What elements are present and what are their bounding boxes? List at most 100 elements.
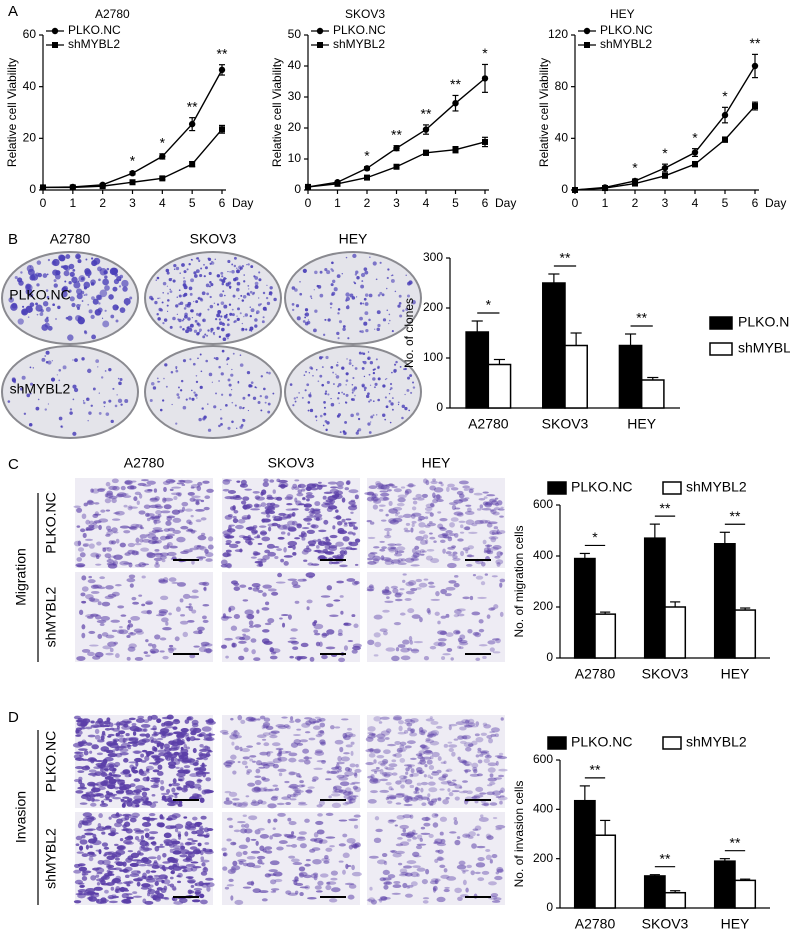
cell bbox=[380, 762, 386, 767]
cell bbox=[144, 900, 154, 905]
cell bbox=[128, 574, 136, 579]
cell bbox=[173, 731, 183, 735]
colony bbox=[45, 306, 51, 312]
cell bbox=[481, 870, 490, 875]
colony bbox=[87, 419, 89, 422]
cell bbox=[478, 498, 486, 501]
colony bbox=[73, 387, 79, 393]
cell bbox=[471, 523, 478, 527]
cell bbox=[415, 536, 424, 541]
cell bbox=[434, 611, 440, 616]
cell bbox=[418, 727, 424, 733]
colony bbox=[247, 263, 250, 266]
colony bbox=[258, 278, 262, 282]
cell bbox=[143, 828, 150, 832]
cell bbox=[307, 896, 317, 900]
cell bbox=[136, 500, 140, 505]
cell bbox=[126, 656, 131, 661]
cell bbox=[123, 839, 132, 845]
cell bbox=[477, 596, 487, 599]
colony bbox=[254, 318, 258, 322]
colony bbox=[50, 377, 56, 382]
cell bbox=[80, 592, 86, 597]
cell bbox=[330, 770, 340, 775]
cell bbox=[481, 561, 486, 567]
y-tick-label: 80 bbox=[555, 79, 569, 93]
colony bbox=[82, 400, 85, 402]
colony bbox=[179, 272, 181, 274]
colony bbox=[154, 300, 158, 305]
cell bbox=[310, 873, 319, 879]
cell bbox=[415, 493, 422, 499]
cell bbox=[75, 719, 84, 723]
cell bbox=[105, 724, 111, 728]
colony bbox=[182, 319, 184, 322]
colony bbox=[355, 431, 359, 435]
cell bbox=[298, 775, 302, 779]
colony bbox=[206, 292, 210, 296]
cell bbox=[382, 771, 393, 777]
cell bbox=[441, 775, 447, 779]
cell bbox=[181, 501, 189, 507]
legend-label: PLKO.NC bbox=[68, 23, 121, 37]
cell bbox=[250, 838, 257, 841]
cell bbox=[424, 511, 432, 514]
cell bbox=[436, 856, 444, 861]
cell bbox=[108, 793, 118, 796]
colony bbox=[218, 335, 222, 339]
colony bbox=[330, 366, 334, 369]
cell bbox=[295, 882, 304, 887]
cell bbox=[406, 860, 417, 865]
colony bbox=[410, 391, 413, 394]
cell bbox=[484, 754, 492, 759]
colony bbox=[351, 364, 354, 367]
colony bbox=[165, 385, 168, 388]
colony bbox=[398, 302, 402, 305]
cell bbox=[288, 855, 296, 859]
cell bbox=[472, 573, 477, 577]
cell bbox=[452, 557, 461, 561]
cell bbox=[126, 485, 137, 490]
colony bbox=[190, 309, 194, 313]
colony bbox=[352, 253, 357, 259]
cell bbox=[141, 883, 151, 888]
cell bbox=[405, 581, 414, 587]
cell bbox=[376, 754, 385, 759]
cell bbox=[404, 779, 413, 785]
cell bbox=[119, 748, 129, 753]
cell bbox=[437, 638, 447, 642]
cell bbox=[225, 655, 229, 659]
cell bbox=[107, 867, 117, 871]
cell bbox=[220, 559, 228, 566]
cell bbox=[78, 866, 88, 872]
cell bbox=[138, 493, 143, 499]
cell bbox=[272, 763, 279, 769]
cell bbox=[394, 512, 399, 517]
cell bbox=[404, 893, 413, 898]
colony bbox=[157, 297, 159, 300]
cell bbox=[141, 575, 146, 579]
cell bbox=[471, 740, 478, 746]
cell bbox=[165, 520, 172, 526]
colony bbox=[84, 268, 91, 275]
cell bbox=[325, 847, 333, 852]
cell bbox=[125, 857, 133, 863]
cell bbox=[162, 655, 169, 660]
cell bbox=[435, 590, 440, 597]
cell bbox=[433, 641, 443, 647]
colony bbox=[195, 380, 199, 384]
cell bbox=[125, 787, 130, 793]
cell bbox=[172, 850, 182, 855]
cell bbox=[244, 609, 254, 615]
colony bbox=[172, 279, 176, 283]
colony bbox=[72, 431, 77, 436]
cell bbox=[410, 587, 418, 592]
colony bbox=[239, 312, 242, 315]
cell bbox=[314, 885, 322, 890]
cell bbox=[97, 586, 106, 590]
cell bbox=[353, 814, 361, 818]
colony bbox=[60, 425, 63, 428]
cell bbox=[175, 606, 181, 612]
cell bbox=[440, 539, 446, 544]
significance: * bbox=[486, 297, 492, 313]
